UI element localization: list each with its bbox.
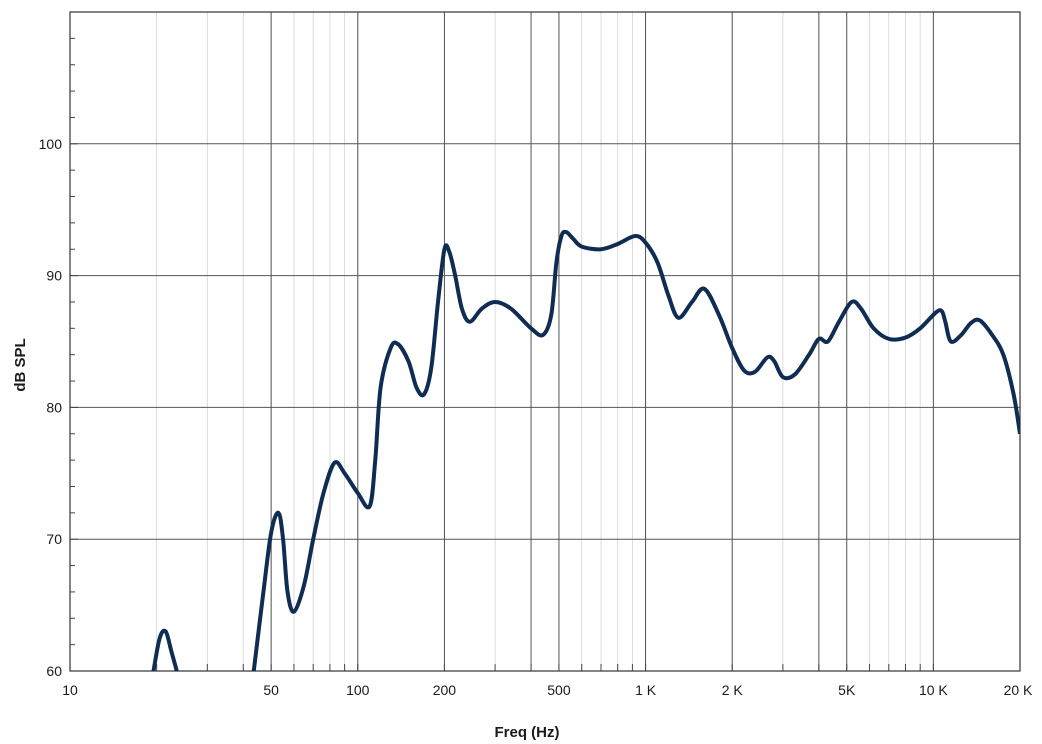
y-tick-label: 60 <box>46 663 62 679</box>
x-tick-labels: 10 50 100 200 500 1 K 2 K 5K 10 K 20 K <box>62 682 1033 698</box>
x-axis-title: Freq (Hz) <box>495 724 560 741</box>
x-tick-label: 200 <box>433 682 457 698</box>
x-tick-label: 10 <box>62 682 78 698</box>
y-minor-ticks <box>70 37 78 646</box>
x-tick-label: 5K <box>838 682 856 698</box>
x-tick-label: 100 <box>346 682 370 698</box>
x-tick-label: 10 K <box>919 682 948 698</box>
response-curve-line <box>251 229 1020 671</box>
series-group <box>151 229 1020 671</box>
x-tick-label: 500 <box>547 682 571 698</box>
x-tick-label: 50 <box>263 682 279 698</box>
x-tick-label: 1 K <box>635 682 657 698</box>
plot-frame <box>69 11 1021 672</box>
x-minor-ticks <box>156 664 934 671</box>
y-tick-label: 100 <box>39 136 63 152</box>
y-tick-label: 80 <box>46 399 62 415</box>
y-axis-title: dB SPL <box>12 338 29 391</box>
y-tick-label: 90 <box>46 268 62 284</box>
x-tick-label: 20 K <box>1004 682 1033 698</box>
y-tick-labels: 60 70 80 90 100 <box>39 136 63 679</box>
x-tick-label: 2 K <box>722 682 744 698</box>
y-tick-label: 70 <box>46 531 62 547</box>
response-curve-line <box>151 628 179 671</box>
plot-background <box>70 12 1020 671</box>
